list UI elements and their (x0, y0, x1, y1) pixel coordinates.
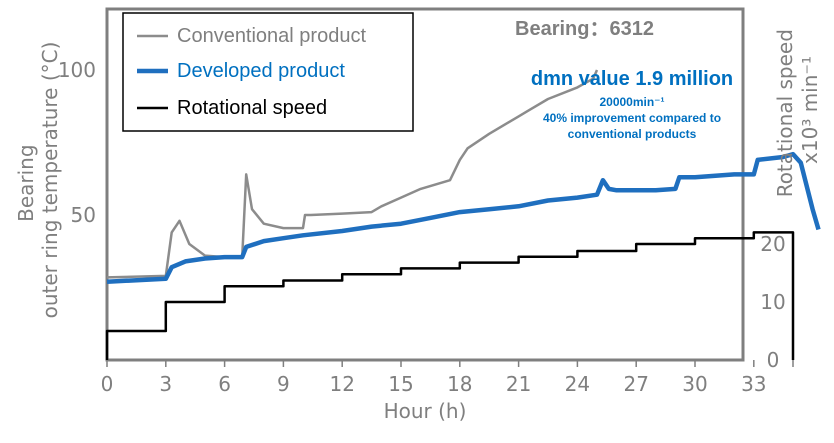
x-tick-label: 12 (329, 372, 354, 396)
legend-label-developed: Developed product (177, 60, 345, 82)
x-tick-label: 33 (741, 372, 766, 396)
annotation-title: dmn value 1.9 million (531, 68, 733, 90)
bearing-label: Bearing：6312 (515, 18, 654, 40)
y-right-axis-ticks: 0 10 20 (760, 232, 785, 372)
series-line-rotational-speed (105, 231, 795, 360)
x-tick-label: 3 (159, 372, 172, 396)
y-right-tick-label: 0 (767, 348, 780, 372)
annotation-improvement-2: conventional products (568, 127, 697, 141)
y-right-tick-label: 10 (760, 290, 785, 314)
annotation-speed: 20000min⁻¹ (599, 95, 664, 109)
series-line-developed-product (106, 151, 821, 284)
y-left-axis-title: Bearing outer ring temperature (°C) (14, 42, 62, 319)
x-tick-label: 24 (565, 372, 590, 396)
x-tick-label: 30 (682, 372, 707, 396)
x-tick-label: 21 (506, 372, 531, 396)
x-tick-label: 9 (277, 372, 290, 396)
legend-label-speed: Rotational speed (177, 97, 327, 119)
x-tick-label: 18 (447, 372, 472, 396)
plot-frame (105, 7, 745, 362)
x-tick-label: 0 (101, 372, 114, 396)
x-axis-title: Hour (h) (384, 399, 467, 423)
y-right-axis-title: Rotational speed x10³ min⁻¹ (773, 23, 822, 198)
annotation-improvement-1: 40% improvement compared to (543, 111, 721, 125)
x-tick-label: 15 (388, 372, 413, 396)
y-left-axis-ticks: 50 100 (58, 58, 96, 227)
series-line-conventional-product (106, 69, 599, 279)
series-group (105, 69, 821, 360)
x-axis-ticks: 0 3 6 9 12 15 18 21 24 27 30 33 (101, 360, 794, 396)
x-tick-label: 6 (218, 372, 231, 396)
y-left-tick-label: 100 (58, 58, 96, 82)
y-left-tick-label: 50 (71, 203, 96, 227)
legend-label-conventional: Conventional product (177, 25, 366, 47)
y-right-tick-label: 20 (760, 232, 785, 256)
legend-box (122, 12, 414, 132)
x-tick-label: 27 (623, 372, 648, 396)
legend: Conventional product Developed product R… (122, 12, 414, 132)
